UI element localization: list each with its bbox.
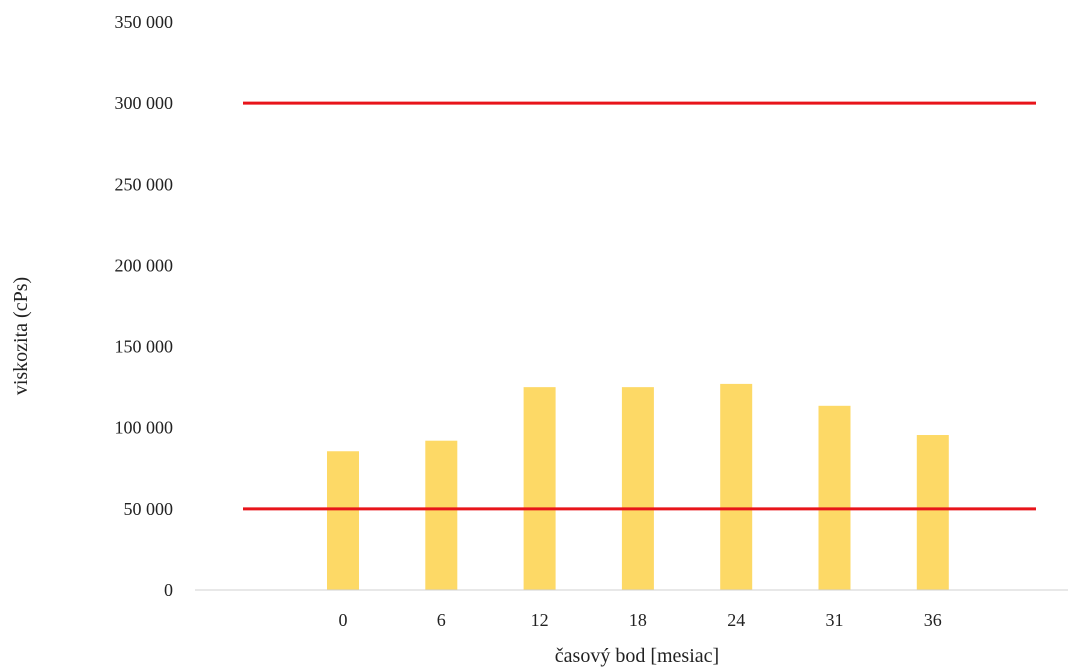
x-axis-title: časový bod [mesiac] (555, 645, 719, 667)
x-tick-label: 24 (727, 610, 745, 630)
y-tick-label: 0 (164, 580, 173, 600)
y-tick-label: 200 000 (115, 255, 174, 275)
y-axis-title: viskozita (cPs) (10, 277, 32, 395)
bar (523, 387, 556, 590)
x-tick-label: 6 (437, 610, 446, 630)
bar (720, 383, 753, 590)
bar (818, 405, 851, 590)
x-tick-label: 12 (531, 610, 549, 630)
x-axis-tick-labels: 0 6 12 18 24 31 36 (339, 610, 942, 630)
bar (916, 435, 949, 590)
y-tick-label: 150 000 (115, 337, 174, 357)
reference-lines (243, 101, 1036, 511)
x-tick-label: 0 (339, 610, 348, 630)
x-tick-label: 36 (924, 610, 942, 630)
x-tick-label: 31 (826, 610, 844, 630)
y-axis-tick-labels: 0 50 000 100 000 150 000 200 000 250 000 300 0… (115, 12, 174, 600)
x-tick-label: 18 (629, 610, 647, 630)
bar (327, 451, 359, 590)
y-tick-label: 300 000 (115, 93, 174, 113)
bars (327, 383, 949, 590)
y-tick-label: 50 000 (124, 499, 174, 519)
bar (425, 440, 458, 590)
y-tick-label: 350 000 (115, 12, 174, 32)
y-tick-label: 250 000 (115, 174, 174, 194)
y-tick-label: 100 000 (115, 418, 174, 438)
bar (621, 387, 654, 590)
